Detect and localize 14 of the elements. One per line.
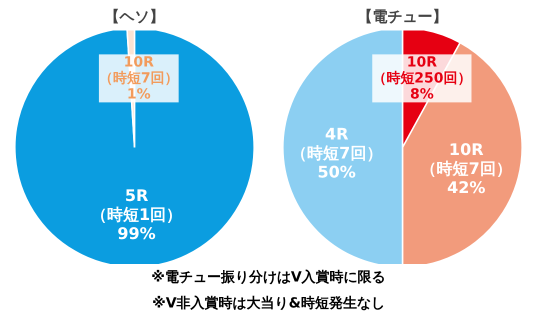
data-label: 42%: [447, 178, 486, 197]
text: ※V非入賞時は大当り&時短発生なし: [152, 296, 385, 312]
data-label: 8%: [410, 86, 434, 102]
slice-label: 5R （時短1回）: [91, 186, 182, 224]
data-label: 50%: [318, 162, 356, 182]
data-label: 99%: [117, 224, 156, 243]
chart-title: 【ヘソ】: [104, 8, 164, 26]
text: ※電チュー振り分けはV入賞時に限る: [151, 270, 386, 286]
slice-label: 10R （時短7回）: [98, 54, 179, 86]
slice-label: 10R （時短7回）: [420, 140, 512, 178]
chart-title: 【電チュー】: [358, 8, 448, 26]
slice-label: 4R （時短7回）: [291, 124, 382, 163]
data-label: 1%: [126, 86, 151, 102]
slice-label: 10R （時短250回）: [372, 54, 472, 86]
